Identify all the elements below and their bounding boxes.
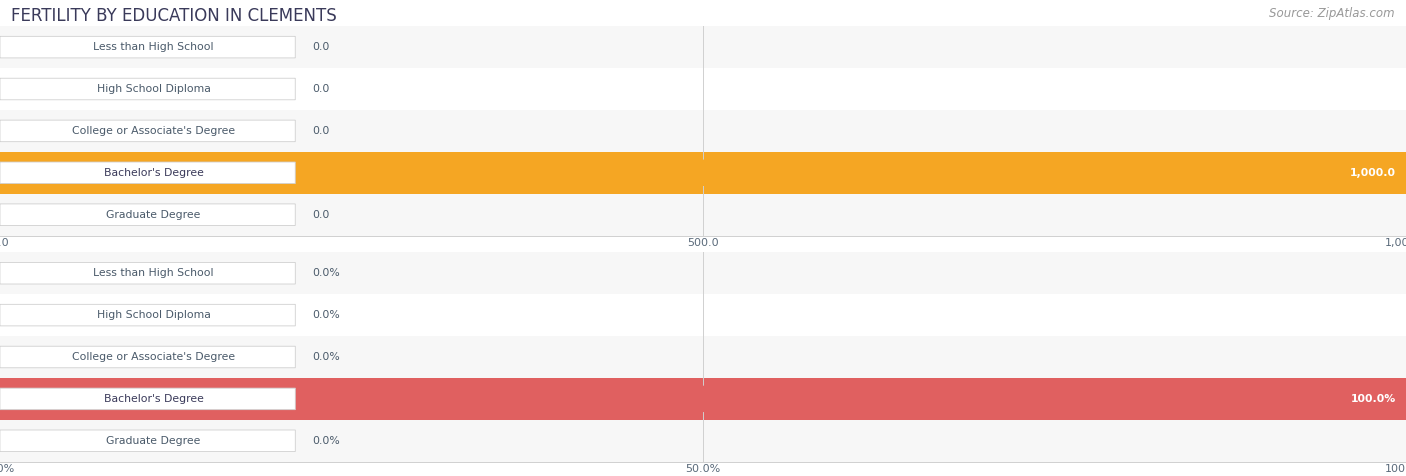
Text: Bachelor's Degree: Bachelor's Degree (104, 168, 204, 178)
FancyBboxPatch shape (0, 120, 295, 142)
Bar (0, 378, 1406, 420)
Bar (0, 26, 1406, 68)
Text: FERTILITY BY EDUCATION IN CLEMENTS: FERTILITY BY EDUCATION IN CLEMENTS (11, 7, 337, 25)
Bar (0, 152, 1406, 194)
Text: Graduate Degree: Graduate Degree (107, 209, 201, 220)
Text: High School Diploma: High School Diploma (97, 84, 211, 94)
Text: 0.0: 0.0 (312, 42, 329, 52)
FancyBboxPatch shape (0, 78, 295, 100)
FancyBboxPatch shape (0, 159, 1406, 186)
FancyBboxPatch shape (0, 430, 295, 452)
FancyBboxPatch shape (0, 388, 295, 410)
FancyBboxPatch shape (0, 386, 1406, 412)
Text: 100.0%: 100.0% (1351, 394, 1396, 404)
Text: High School Diploma: High School Diploma (97, 310, 211, 320)
Text: College or Associate's Degree: College or Associate's Degree (72, 352, 235, 362)
Bar (0, 252, 1406, 294)
Bar (0, 420, 1406, 462)
Bar (0, 194, 1406, 236)
Text: Less than High School: Less than High School (93, 42, 214, 52)
Text: 0.0: 0.0 (312, 84, 329, 94)
Text: 0.0%: 0.0% (312, 310, 340, 320)
Text: Bachelor's Degree: Bachelor's Degree (104, 394, 204, 404)
Text: College or Associate's Degree: College or Associate's Degree (72, 126, 235, 136)
Text: 0.0: 0.0 (312, 126, 329, 136)
FancyBboxPatch shape (0, 162, 295, 184)
FancyBboxPatch shape (0, 346, 295, 368)
FancyBboxPatch shape (0, 304, 295, 326)
Text: 1,000.0: 1,000.0 (1350, 168, 1396, 178)
Text: 0.0%: 0.0% (312, 352, 340, 362)
Bar (0, 294, 1406, 336)
FancyBboxPatch shape (0, 204, 295, 226)
Text: Source: ZipAtlas.com: Source: ZipAtlas.com (1270, 7, 1395, 20)
FancyBboxPatch shape (0, 262, 295, 284)
FancyBboxPatch shape (0, 36, 295, 58)
Text: Less than High School: Less than High School (93, 268, 214, 278)
Text: 0.0%: 0.0% (312, 436, 340, 446)
Bar (0, 336, 1406, 378)
Text: 0.0%: 0.0% (312, 268, 340, 278)
Text: Graduate Degree: Graduate Degree (107, 436, 201, 446)
Bar (0, 68, 1406, 110)
Bar (0, 110, 1406, 152)
Text: 0.0: 0.0 (312, 209, 329, 220)
